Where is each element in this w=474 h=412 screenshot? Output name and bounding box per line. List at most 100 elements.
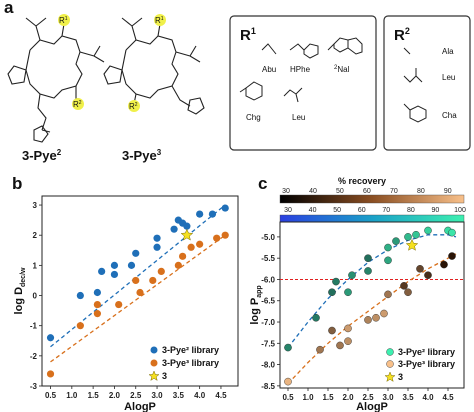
chart-c: % recovery 30 40 50 60 70 80 90 30 40 50 60 70 80 90… xyxy=(249,176,466,412)
r1-item-chg: Chg xyxy=(246,113,261,122)
data-point xyxy=(448,252,456,260)
structure-3-pye2 xyxy=(7,17,105,143)
data-point xyxy=(153,234,161,242)
y-tick-label: -5.5 xyxy=(261,254,275,263)
legend-label-pye2: 3-Pye² library xyxy=(398,347,455,357)
panel-b-label: b xyxy=(12,174,23,193)
legend-marker-pye3 xyxy=(150,359,158,367)
colorbar-top-tick: 60 xyxy=(363,188,371,195)
r2-label-pye2: R2 xyxy=(73,100,82,109)
side-chain xyxy=(37,93,47,131)
r2-highlight xyxy=(128,100,140,112)
r1-highlight xyxy=(154,14,166,26)
r-highlights-pye3 xyxy=(128,14,166,112)
y-tick-label: -7.0 xyxy=(261,318,275,327)
y-tick-label: -2 xyxy=(30,352,38,361)
data-point xyxy=(364,316,372,324)
x-axis-label-c: AlogP xyxy=(356,401,388,412)
r1-highlight xyxy=(58,14,70,26)
data-point xyxy=(348,271,356,280)
legend-marker-star xyxy=(148,370,160,381)
data-point xyxy=(384,290,392,299)
data-point xyxy=(328,288,336,297)
legend-marker-star xyxy=(384,371,396,382)
data-point xyxy=(364,267,372,275)
data-point xyxy=(284,343,292,352)
y-axis-label-b: log Ddec/w xyxy=(13,267,27,315)
fit-line xyxy=(50,204,226,348)
colorbar-top-tick: 30 xyxy=(282,188,290,195)
legend-label-3: 3 xyxy=(398,372,403,382)
y-tick-label: 2 xyxy=(33,231,38,240)
x-tick-label: 4.0 xyxy=(422,393,434,402)
legend-marker-pye2 xyxy=(150,346,158,354)
legend-label-pye2: 3-Pye² library xyxy=(162,345,219,355)
y-tick-label: -8.5 xyxy=(261,382,275,391)
y-tick-label: -5.0 xyxy=(261,233,275,242)
data-point xyxy=(328,326,336,335)
x-tick-label: 0.5 xyxy=(45,391,57,400)
data-point xyxy=(372,313,380,322)
chart-b: 0.5 1.0 1.5 2.0 2.5 3.0 3.5 4.0 4.5 -3 -2 -1 0 1 2 3 A… xyxy=(13,195,239,412)
pyrrolidine-ring xyxy=(187,97,205,115)
data-point xyxy=(110,270,119,279)
data-point xyxy=(336,341,344,350)
data-point xyxy=(76,291,84,300)
data-point-star xyxy=(405,238,419,251)
colorbar-mid-tick: 50 xyxy=(333,207,341,214)
methyl-sidechain-icon xyxy=(403,47,411,55)
legend-label-pye3: 3-Pye³ library xyxy=(162,358,219,368)
data-point xyxy=(284,377,292,386)
r2-item-cha: Cha xyxy=(442,111,457,120)
y-tick-label: -8.0 xyxy=(261,361,275,370)
data-point xyxy=(115,300,123,309)
data-point xyxy=(136,288,144,297)
pyrrolidine-ring xyxy=(7,65,27,85)
x-tick-label: 2.5 xyxy=(130,391,142,400)
y-axis-label-c: log Papp xyxy=(249,285,263,324)
x-axis-label-b: AlogP xyxy=(124,401,156,412)
data-point xyxy=(312,313,320,322)
data-point xyxy=(384,256,392,265)
data-point xyxy=(157,267,165,275)
data-point xyxy=(187,243,195,251)
bond xyxy=(189,45,197,57)
bond xyxy=(93,45,101,57)
fit-line xyxy=(287,234,457,349)
colorbar-mid-tick: 90 xyxy=(432,207,440,214)
bond xyxy=(189,55,201,63)
x-tick-label: 4.5 xyxy=(442,393,454,402)
panel-c-label: c xyxy=(258,174,268,193)
colorbar-mid-tick: 70 xyxy=(382,207,390,214)
cyclohexyl-sidechain-icon xyxy=(239,87,247,93)
data-point xyxy=(93,288,101,297)
data-point xyxy=(404,233,412,241)
r1-label-pye2: R1 xyxy=(59,16,68,25)
r-highlights-pye2 xyxy=(58,14,84,110)
data-point xyxy=(364,254,372,262)
data-point xyxy=(183,222,191,230)
data-point xyxy=(440,260,448,269)
x-tick-label: 0.5 xyxy=(282,393,294,402)
cyclohexyl-ring-small xyxy=(409,105,427,123)
data-point xyxy=(46,370,55,378)
data-point xyxy=(98,267,106,275)
pyrrolidine-ring xyxy=(33,125,49,143)
x-tick-label: 1.0 xyxy=(66,391,78,400)
data-point xyxy=(179,252,187,260)
bond xyxy=(79,51,95,57)
homophenyl-ring xyxy=(303,43,319,59)
data-point xyxy=(132,249,140,257)
ring-bond xyxy=(121,35,179,99)
x-tick-label: 3.5 xyxy=(402,393,414,402)
r1-box-title: R1 xyxy=(240,26,256,44)
data-point xyxy=(344,288,352,297)
compound-name-pye3: 3-Pye3 xyxy=(122,148,162,163)
x-tick-label: 2.0 xyxy=(109,391,121,400)
colorbar-top-tick: 90 xyxy=(444,188,452,195)
data-point xyxy=(392,237,400,245)
y-tick-label: 3 xyxy=(33,201,38,210)
data-point xyxy=(404,288,412,297)
bond xyxy=(121,17,133,27)
r2-highlight xyxy=(72,98,84,110)
